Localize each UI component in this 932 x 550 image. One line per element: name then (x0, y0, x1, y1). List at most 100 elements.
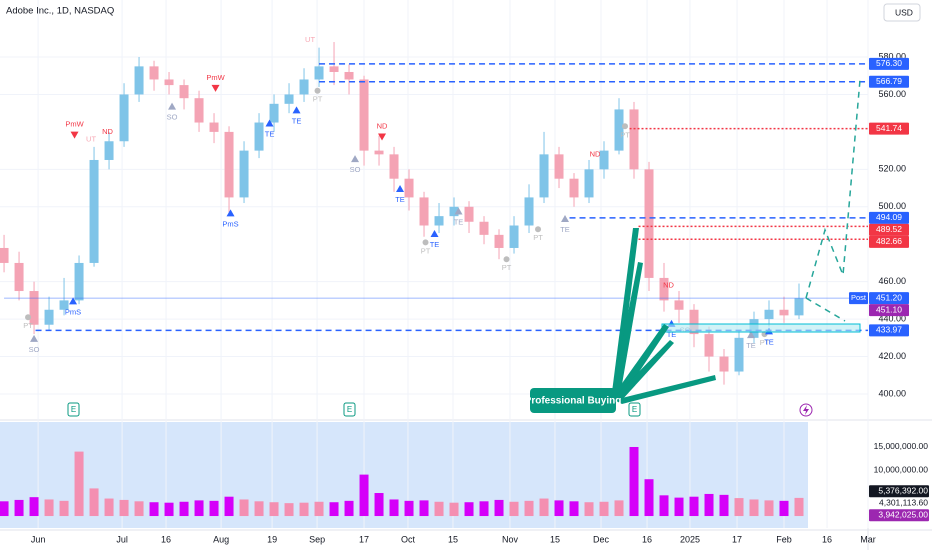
volume-bar (449, 502, 459, 517)
y-tick-label: 500.00 (878, 201, 906, 211)
candle-body (734, 337, 744, 372)
volume-bar (134, 501, 144, 517)
signal-label: PT (620, 130, 630, 139)
candle-body (689, 309, 699, 335)
candle-body (104, 141, 114, 160)
candle-body (764, 309, 774, 320)
price-badge-label: 541.74 (876, 123, 902, 133)
price-badge (869, 75, 909, 88)
signal-label: PmW (65, 120, 84, 129)
volume-bar (764, 500, 774, 517)
currency-button[interactable] (883, 3, 921, 22)
volume-bar (644, 479, 654, 517)
signal-marker (211, 84, 220, 92)
candle-body (509, 225, 519, 248)
signal-marker (454, 207, 463, 215)
y-tick-label: 460.00 (878, 276, 906, 286)
price-badge (869, 211, 909, 224)
volume-bar (554, 500, 564, 517)
candle-body (569, 178, 579, 198)
volume-bar (419, 500, 429, 517)
price-badge (869, 324, 909, 337)
volume-badge-label: 5,376,392.00 (878, 486, 928, 496)
volume-badge (869, 509, 929, 522)
signal-marker (622, 123, 629, 130)
x-tick-label: 15 (448, 534, 458, 544)
signal-marker (168, 102, 177, 110)
chart-title: Adobe Inc., 1D, NASDAQ (6, 6, 114, 17)
candle-body (14, 262, 24, 292)
volume-bar (179, 501, 189, 517)
signal-label: PT (502, 263, 512, 272)
signal-label: TE (430, 240, 440, 249)
signal-label: TE (395, 195, 405, 204)
volume-bar (794, 497, 804, 517)
callout-text: Professional Buying (525, 396, 622, 407)
candle-body (704, 334, 714, 357)
signal-marker (314, 87, 321, 94)
x-tick-label: Sep (309, 534, 325, 544)
earnings-label: E (347, 405, 352, 414)
volume-bar (299, 502, 309, 517)
signal-marker (378, 133, 387, 141)
signal-label: ND (590, 149, 601, 158)
volume-bar (674, 497, 684, 517)
volume-bar (74, 451, 84, 517)
currency[interactable]: USD (895, 7, 913, 17)
signal-marker (351, 155, 360, 163)
volume-bar (329, 502, 339, 517)
projection (805, 297, 846, 322)
price-badge (869, 304, 909, 317)
candle-body (554, 154, 564, 179)
volume-bar (569, 501, 579, 517)
signal-label: TE (265, 130, 275, 139)
volume-bar (239, 499, 249, 517)
candle-body (419, 197, 429, 226)
candle-body (614, 109, 624, 151)
x-tick-label: 16 (642, 534, 652, 544)
price-badge-label: 489.52 (876, 224, 902, 234)
x-tick-label: 16 (822, 534, 832, 544)
candle-body (209, 122, 219, 132)
y-tick-label: 560.00 (878, 89, 906, 99)
volume-bar (149, 502, 159, 517)
price-tag (849, 292, 868, 305)
signal-marker (761, 331, 768, 338)
volume-bar (749, 499, 759, 517)
x-tick-label: 16 (161, 534, 171, 544)
candle-body (779, 309, 789, 316)
candle-body (44, 309, 54, 325)
price-badge-label: 451.20 (876, 292, 902, 302)
candle-body (389, 154, 399, 179)
signal-label: SO (350, 165, 361, 174)
volume-bar (584, 502, 594, 517)
volume-bar (269, 502, 279, 517)
candle-body (584, 169, 594, 198)
signal-marker (70, 131, 79, 139)
volume-bar (104, 498, 114, 517)
x-tick-label: Mar (860, 534, 876, 544)
price-badge (869, 57, 909, 70)
signal-marker (265, 119, 274, 127)
x-tick-label: Dec (593, 534, 610, 544)
volume-bar (119, 499, 129, 517)
signal-label: UT (86, 134, 96, 143)
x-tick-label: 19 (267, 534, 277, 544)
x-tick-label: 17 (359, 534, 369, 544)
candle-body (449, 206, 459, 217)
volume-bar (704, 493, 714, 517)
signal-label: UT (305, 35, 315, 44)
candle-body (539, 154, 549, 198)
volume-bar (89, 488, 99, 517)
volume-bar (44, 499, 54, 517)
volume-bar (359, 474, 369, 517)
volume-bar (404, 500, 414, 517)
candle-body (89, 159, 99, 263)
signal-label: TE (292, 116, 302, 125)
candle-body (794, 298, 804, 316)
candle-body (464, 206, 474, 222)
volume-bar (464, 502, 474, 517)
x-tick-label: Jul (116, 534, 128, 544)
price-badge (869, 223, 909, 236)
